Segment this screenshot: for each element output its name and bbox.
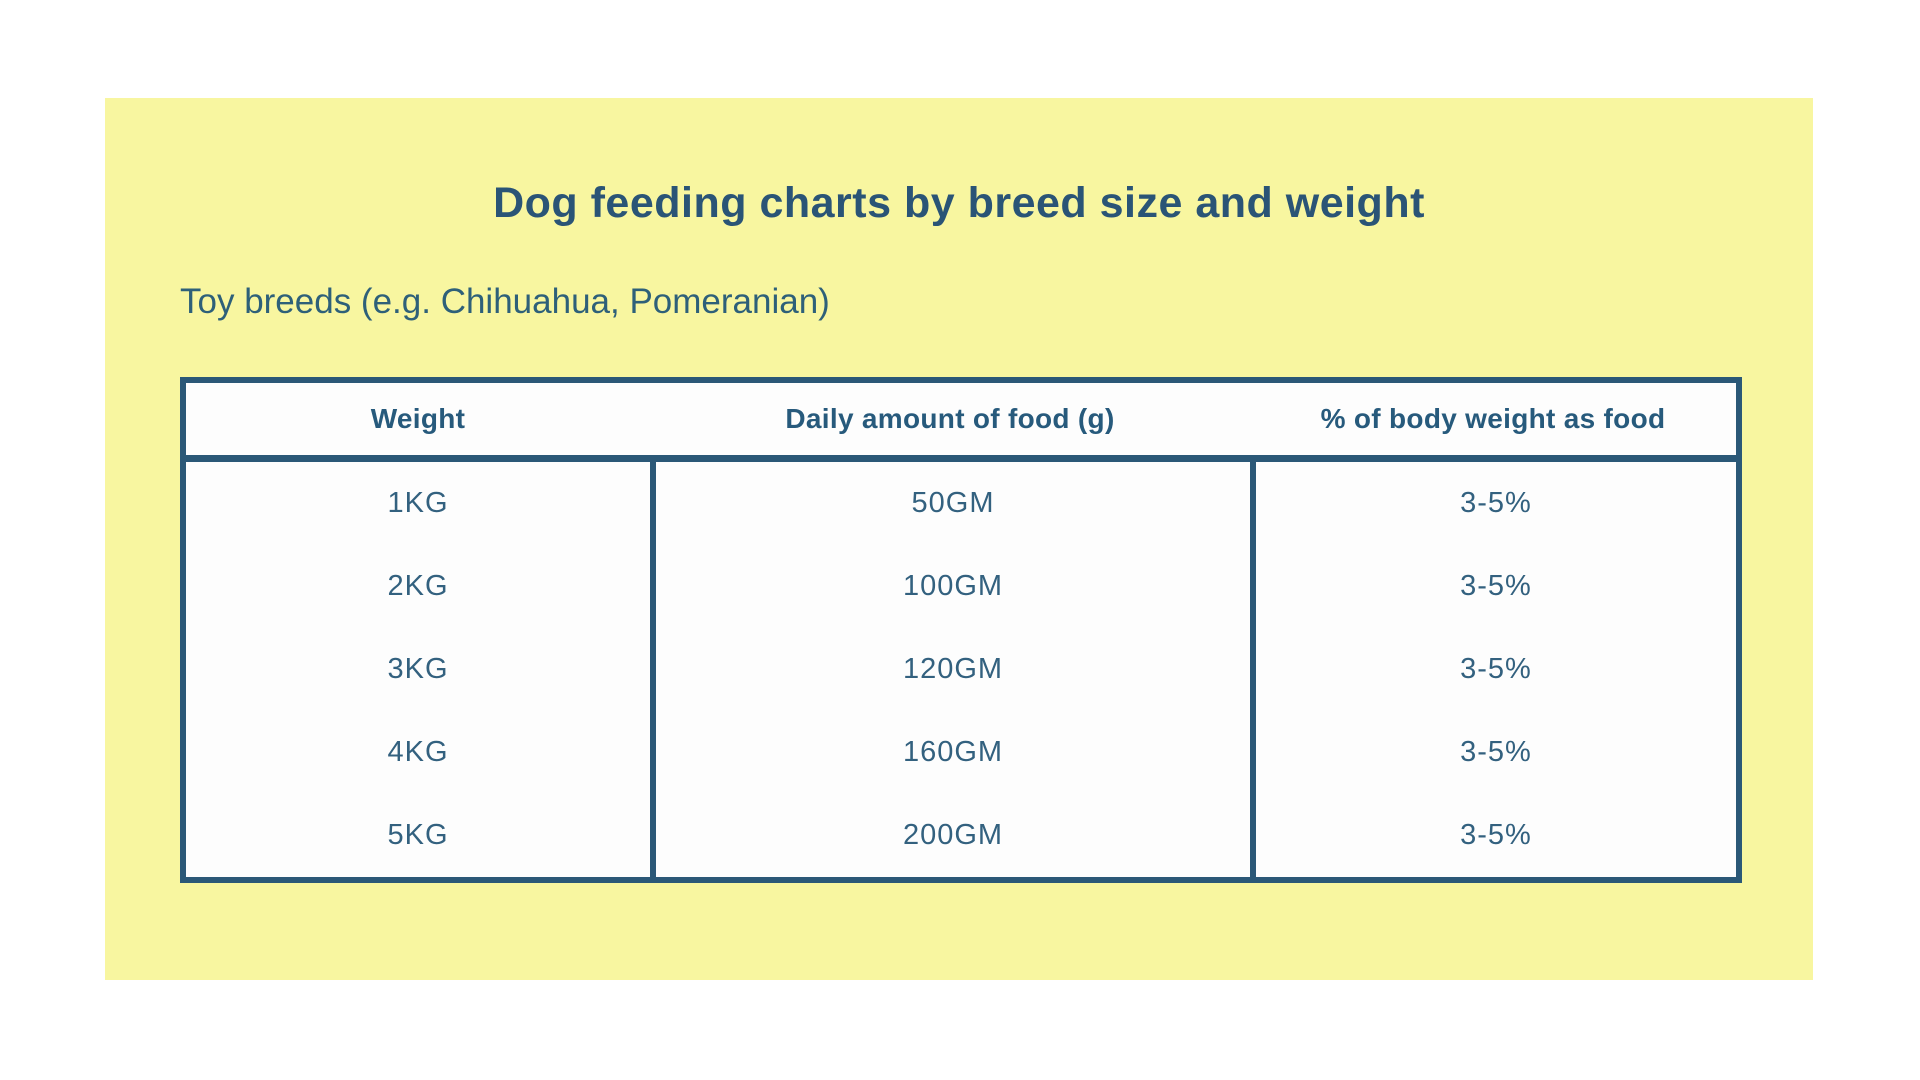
table-row: 4KG 160GM 3-5% — [186, 711, 1736, 794]
breed-group-subtitle: Toy breeds (e.g. Chihuahua, Pomeranian) — [180, 282, 830, 321]
cell-weight: 5KG — [387, 819, 449, 851]
cell-daily-amount: 200GM — [650, 794, 1250, 877]
feeding-table: Weight Daily amount of food (g) % of bod… — [180, 377, 1742, 883]
cell-body-weight-percent: 3-5% — [1250, 545, 1736, 628]
column-header-daily-amount: Daily amount of food (g) — [785, 403, 1115, 434]
table-header-row: Weight Daily amount of food (g) % of bod… — [186, 383, 1736, 462]
table-row: 1KG 50GM 3-5% — [186, 462, 1736, 545]
cell-body-weight-percent: 3-5% — [1250, 711, 1736, 794]
column-header-weight: Weight — [370, 403, 466, 434]
cell-weight: 1KG — [387, 487, 449, 519]
cell-body-weight-percent: 3-5% — [1250, 794, 1736, 877]
cell-body-weight-percent: 3-5% — [1250, 628, 1736, 711]
cell-daily-amount: 160GM — [650, 711, 1250, 794]
cell-weight: 2KG — [387, 570, 449, 602]
cell-daily-amount: 120GM — [650, 628, 1250, 711]
cell-daily-amount: 50GM — [650, 462, 1250, 545]
cell-daily-amount: 100GM — [650, 545, 1250, 628]
cell-weight: 4KG — [387, 736, 449, 768]
cell-body-weight-percent: 3-5% — [1250, 462, 1736, 545]
cell-weight: 3KG — [387, 653, 449, 685]
feeding-chart-card: Dog feeding charts by breed size and wei… — [105, 98, 1813, 980]
table-row: 3KG 120GM 3-5% — [186, 628, 1736, 711]
table-row: 5KG 200GM 3-5% — [186, 794, 1736, 877]
table-row: 2KG 100GM 3-5% — [186, 545, 1736, 628]
column-header-body-weight-percent: % of body weight as food — [1320, 403, 1666, 434]
page-title: Dog feeding charts by breed size and wei… — [493, 179, 1425, 227]
